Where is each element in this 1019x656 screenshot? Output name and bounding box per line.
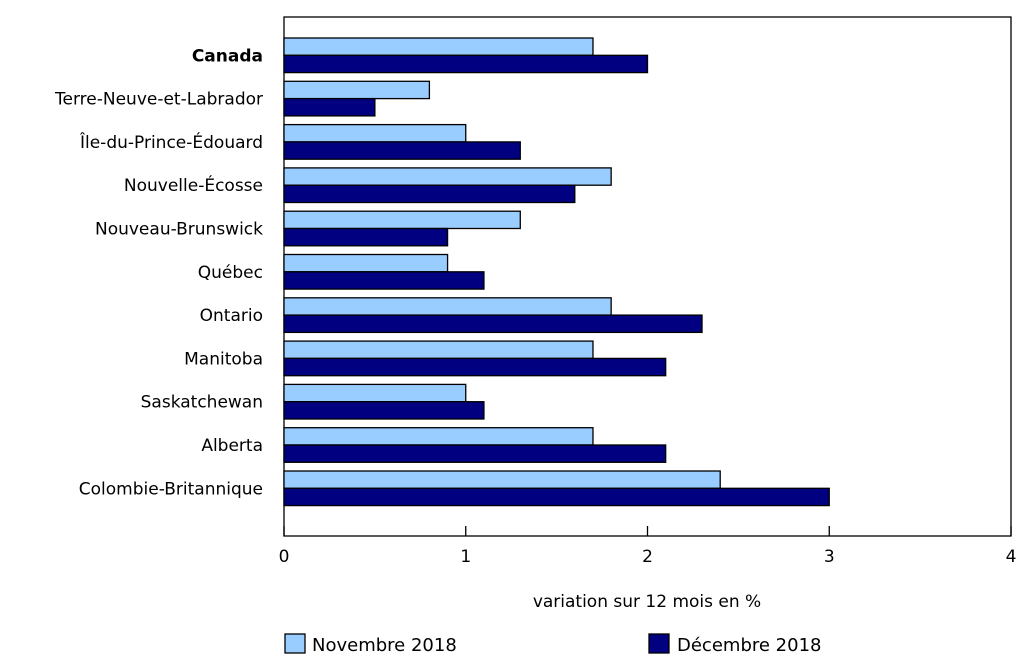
category-label: Nouvelle-Écosse <box>124 174 263 196</box>
category-label: Terre-Neuve-et-Labrador <box>54 90 263 110</box>
x-tick-label: 2 <box>642 547 653 567</box>
legend: Novembre 2018 Décembre 2018 <box>284 633 821 656</box>
x-tick-label: 4 <box>1006 547 1017 567</box>
bar-nov-2018-11 <box>283 470 721 489</box>
x-axis-title: variation sur 12 mois en % <box>533 592 761 612</box>
category-label: Canada <box>192 46 263 66</box>
bar-nov-2018-10 <box>283 427 594 446</box>
category-label: Alberta <box>201 436 263 456</box>
bar-nov-2018-3 <box>283 123 467 143</box>
x-tick-label: 1 <box>460 547 471 567</box>
legend-swatch-series-2 <box>648 633 670 654</box>
bar-nov-2018-8 <box>283 340 594 360</box>
bar-nov-2018-1 <box>283 37 594 56</box>
category-label: Île-du-Prince-Édouard <box>79 131 263 153</box>
bar-nov-2018-6 <box>283 253 449 273</box>
legend-swatch-series-1 <box>284 633 306 654</box>
category-label: Québec <box>198 263 263 283</box>
bar-dec-2018-7 <box>283 314 703 334</box>
bar-dec-2018-4 <box>283 184 576 204</box>
bar-dec-2018-2 <box>283 97 376 117</box>
bar-dec-2018-3 <box>283 141 521 160</box>
legend-label-series-1: Novembre 2018 <box>312 635 457 656</box>
category-label: Colombie-Britannique <box>79 479 263 499</box>
x-tick-label: 3 <box>824 547 835 567</box>
bars <box>283 37 830 507</box>
bar-dec-2018-5 <box>283 227 449 247</box>
category-label: Saskatchewan <box>141 393 263 413</box>
bar-dec-2018-8 <box>283 357 667 377</box>
category-label: Manitoba <box>184 349 263 369</box>
bar-dec-2018-10 <box>283 444 667 463</box>
bar-nov-2018-7 <box>283 297 612 316</box>
bar-dec-2018-11 <box>283 487 830 507</box>
bar-dec-2018-6 <box>283 271 485 290</box>
category-label: Ontario <box>200 306 263 326</box>
category-labels: Canada Terre-Neuve-et-Labrador Île-du-Prin… <box>54 46 263 499</box>
bar-nov-2018-4 <box>283 167 612 186</box>
bar-nov-2018-2 <box>283 80 431 100</box>
x-axis-ticks: 0 1 2 3 4 <box>279 526 1017 567</box>
bar-nov-2018-9 <box>283 383 467 403</box>
category-label: Nouveau-Brunswick <box>95 220 263 240</box>
bar-dec-2018-1 <box>283 54 649 74</box>
legend-label-series-2: Décembre 2018 <box>677 635 821 656</box>
x-tick-label: 0 <box>279 547 290 567</box>
bar-nov-2018-5 <box>283 210 521 230</box>
bar-dec-2018-9 <box>283 401 485 420</box>
